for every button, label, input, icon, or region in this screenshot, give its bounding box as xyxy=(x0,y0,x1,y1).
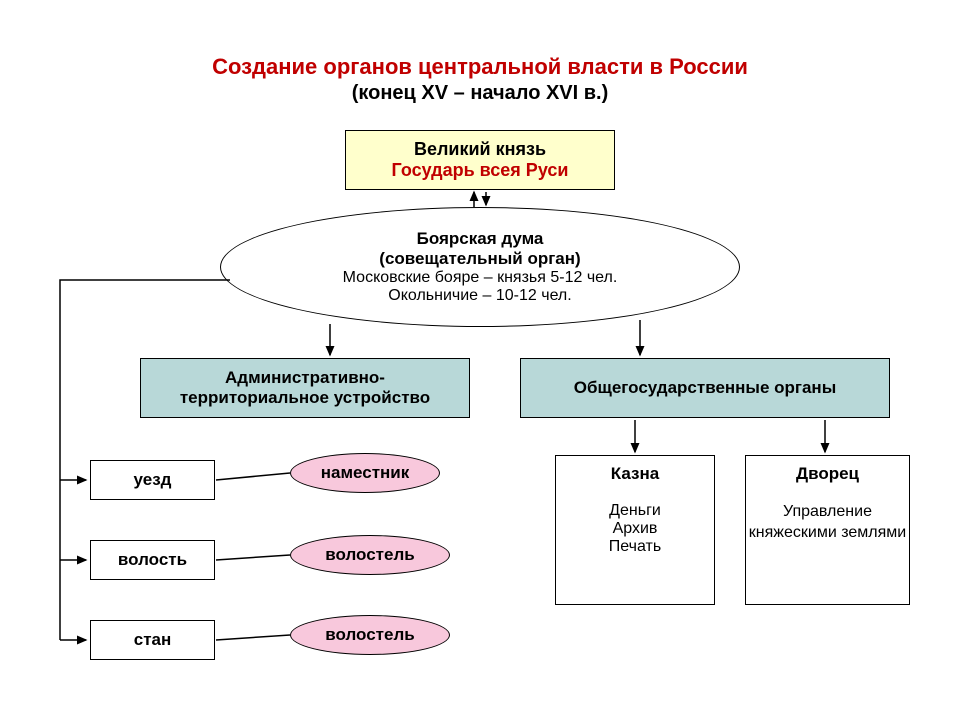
volostel1-ellipse: волостель xyxy=(290,535,450,575)
uezd-label: уезд xyxy=(134,470,172,490)
volostel2-label: волостель xyxy=(325,625,414,645)
stan-box: стан xyxy=(90,620,215,660)
kazna-title: Казна xyxy=(611,464,659,484)
kazna-item-2: Печать xyxy=(609,538,661,556)
state-organs-box: Общегосударственные органы xyxy=(520,358,890,418)
kazna-item-1: Архив xyxy=(613,520,658,538)
duma-ellipse: Боярская дума (совещательный орган) Моск… xyxy=(220,207,740,327)
volost-box: волость xyxy=(90,540,215,580)
diagram-title: Создание органов центральной власти в Ро… xyxy=(0,54,960,105)
namestnik-label: наместник xyxy=(321,463,410,483)
kazna-box: Казна Деньги Архив Печать xyxy=(555,455,715,605)
volostel1-label: волостель xyxy=(325,545,414,565)
admin-line1: Административно- xyxy=(225,368,385,388)
duma-detail-2: Окольничие – 10-12 чел. xyxy=(388,287,571,305)
namestnik-ellipse: наместник xyxy=(290,453,440,493)
title-sub: (конец XV – начало XVI в.) xyxy=(0,82,960,105)
uezd-box: уезд xyxy=(90,460,215,500)
title-main: Создание органов центральной власти в Ро… xyxy=(0,54,960,80)
admin-box: Административно- территориальное устройс… xyxy=(140,358,470,418)
state-organs-label: Общегосударственные органы xyxy=(574,378,836,398)
duma-subtitle: (совещательный орган) xyxy=(379,249,580,269)
stan-label: стан xyxy=(134,630,172,650)
dvorets-desc: Управление княжескими землями xyxy=(746,502,909,544)
volostel2-ellipse: волостель xyxy=(290,615,450,655)
kazna-item-0: Деньги xyxy=(609,502,661,520)
admin-line2: территориальное устройство xyxy=(180,388,430,408)
dvorets-title: Дворец xyxy=(796,464,859,484)
dvorets-box: Дворец Управление княжескими землями xyxy=(745,455,910,605)
prince-subtitle: Государь всея Руси xyxy=(392,160,569,181)
prince-box: Великий князь Государь всея Руси xyxy=(345,130,615,190)
prince-title: Великий князь xyxy=(414,139,546,160)
volost-label: волость xyxy=(118,550,187,570)
duma-title: Боярская дума xyxy=(417,229,544,249)
duma-detail-1: Московские бояре – князья 5-12 чел. xyxy=(343,269,618,287)
